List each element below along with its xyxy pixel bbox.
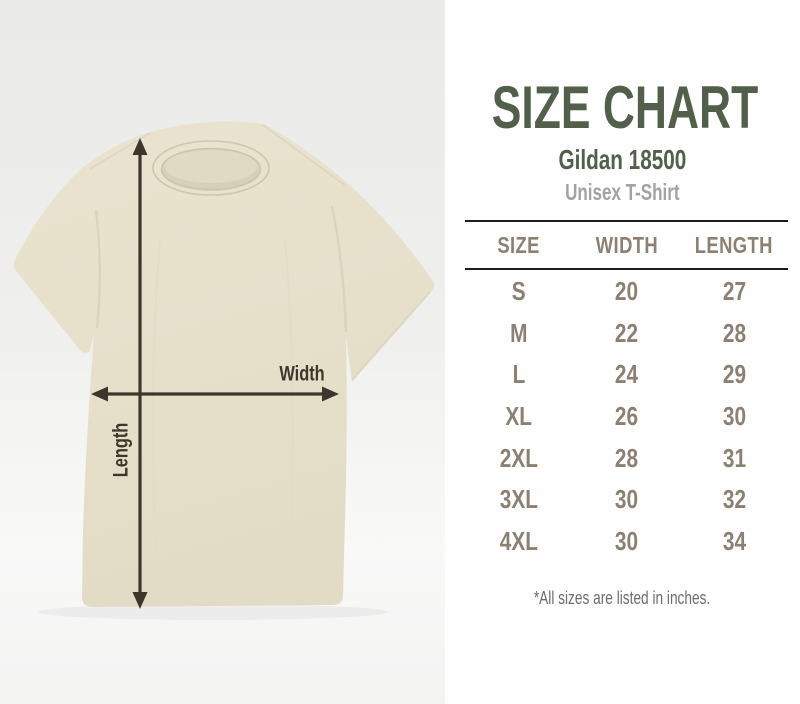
body-fold-left	[152, 239, 161, 597]
tshirt-illustration	[14, 121, 434, 620]
width-arrow	[91, 386, 339, 402]
cell-length: 30	[722, 400, 746, 431]
length-label: Length	[109, 415, 133, 485]
cell-size: 2XL	[499, 442, 538, 473]
cell-length: 31	[722, 442, 746, 473]
header-length: LENGTH	[695, 231, 774, 258]
left-armhole-seam	[94, 209, 102, 329]
cell-width: 30	[614, 484, 639, 515]
header-width: WIDTH	[595, 231, 658, 258]
table-row: M 22 28	[465, 312, 788, 354]
cell-size: S	[511, 275, 526, 306]
table-row: L 24 29	[465, 353, 788, 395]
page-title: SIZE CHART	[445, 78, 800, 138]
shirt-body	[14, 121, 434, 607]
cell-width: 24	[614, 359, 639, 390]
cell-size: XL	[505, 400, 533, 431]
product-type: Unisex T-Shirt	[445, 181, 800, 204]
table-row: S 20 27	[465, 270, 788, 312]
table-header-row: SIZE WIDTH LENGTH	[465, 222, 788, 270]
cell-width: 30	[614, 525, 639, 556]
table-row: 4XL 30 34	[465, 520, 788, 562]
product-name-text: Gildan 18500	[558, 144, 687, 175]
tshirt-photo-panel: Width Length	[0, 0, 445, 704]
cell-length: 32	[722, 484, 746, 515]
cell-width: 22	[614, 317, 639, 348]
footnote-text: *All sizes are listed in inches.	[534, 588, 711, 608]
width-label: Width	[273, 364, 331, 385]
table-row: 2XL 28 31	[465, 437, 788, 479]
shirt-shadow	[38, 604, 388, 620]
cell-width: 20	[614, 275, 639, 306]
right-armhole-seam	[330, 205, 348, 333]
cell-width: 26	[614, 400, 639, 431]
cell-size: M	[510, 317, 528, 348]
product-name: Gildan 18500	[445, 146, 800, 174]
collar-outer-edge	[152, 140, 270, 196]
cell-length: 34	[722, 525, 746, 556]
width-label-text: Width	[279, 362, 325, 386]
cell-length: 28	[722, 317, 746, 348]
right-shoulder-seam	[262, 124, 347, 187]
cell-size: 4XL	[499, 525, 538, 556]
product-type-text: Unisex T-Shirt	[565, 179, 680, 205]
footnote: *All sizes are listed in inches.	[445, 588, 800, 609]
size-table: SIZE WIDTH LENGTH S 20 27 M 22 28 L 24 2…	[465, 220, 788, 562]
cell-size: L	[512, 359, 526, 390]
collar-inner-edge	[160, 147, 262, 191]
header-size: SIZE	[497, 231, 541, 258]
size-chart-panel: SIZE CHART Gildan 18500 Unisex T-Shirt S…	[445, 0, 800, 704]
body-fold-right	[284, 239, 294, 601]
cell-length: 29	[722, 359, 746, 390]
table-row: 3XL 30 32	[465, 478, 788, 520]
table-row: XL 26 30	[465, 395, 788, 437]
right-sleeve-edge-crease	[351, 291, 431, 381]
length-label-text: Length	[109, 422, 133, 478]
neck-inside-back	[165, 150, 257, 183]
cell-length: 27	[722, 275, 746, 306]
page-title-text: SIZE CHART	[491, 74, 759, 141]
cell-size: 3XL	[499, 484, 538, 515]
cell-width: 28	[614, 442, 639, 473]
length-arrow	[132, 138, 148, 609]
